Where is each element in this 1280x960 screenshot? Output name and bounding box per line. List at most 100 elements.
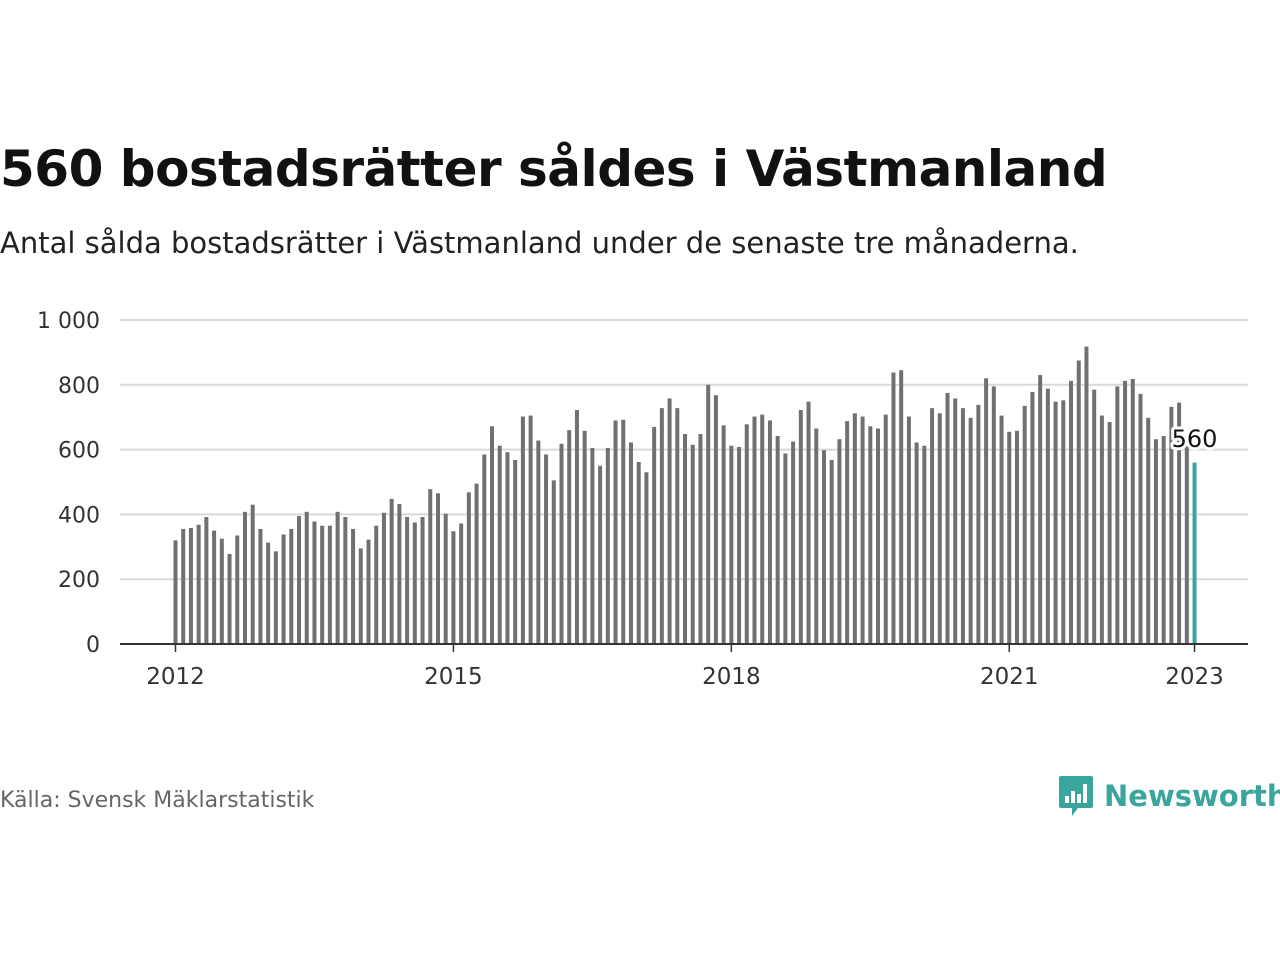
bar [250,504,255,644]
bar [1022,405,1027,644]
bar [451,531,456,644]
bar [729,445,734,644]
bar [845,421,850,644]
bar [590,447,595,644]
bar [945,392,950,644]
bars [173,346,1197,644]
y-tick-label: 800 [58,374,100,399]
bar [690,444,695,644]
bar [459,523,464,644]
bar [960,408,965,644]
bar [806,401,811,644]
bar-chart-speech-bubble-icon [1059,776,1093,816]
bar [173,540,178,644]
brand-name: Newsworthy [1104,779,1280,813]
bar [829,459,834,644]
highlight-bar [1192,462,1197,644]
bar [219,538,224,644]
x-tick-label: 2018 [702,664,761,690]
bar [227,553,232,644]
bar [435,493,440,644]
bar [1061,400,1066,644]
bar [443,513,448,644]
bar [1115,386,1120,644]
x-tick-label: 2012 [146,664,205,690]
x-tick-label: 2023 [1165,664,1224,690]
bar [289,528,294,644]
bar [358,548,363,644]
bar [312,521,317,644]
bar [783,453,788,644]
bar [605,447,610,644]
bar [976,404,981,644]
bar [335,511,340,644]
axis-labels: 0 200 400 600 800 1 000 2012 2015 2018 2021 2023 [37,309,1224,690]
bar [482,454,487,644]
bar [814,428,819,644]
bar [266,542,271,644]
bar [953,398,958,644]
bar [652,426,657,644]
highlight-value-label: 560 [1172,425,1218,453]
bar [1153,439,1158,644]
bar [1099,415,1104,644]
bar [582,430,587,644]
bar [644,472,649,644]
bar [667,398,672,644]
bar [366,539,371,644]
bar [1146,417,1151,644]
bar [551,480,556,644]
bar [737,447,742,644]
chart-title: 560 bostadsrätter såldes i Västmanland [0,140,1108,198]
bar [613,420,618,644]
bar [675,408,680,644]
bar [999,415,1004,644]
bar [412,522,417,644]
bar [559,443,564,644]
bar [536,440,541,644]
bar [181,528,186,644]
bar [474,483,479,644]
bar [1123,380,1128,644]
bar [1069,380,1074,644]
bar [242,511,247,644]
bar [767,420,772,644]
bar [744,424,749,644]
bar [405,516,410,644]
bar [876,428,881,644]
y-tick-label: 1 000 [37,309,100,334]
bar [852,413,857,644]
bar [343,516,348,644]
bar [1084,346,1089,644]
bar [258,528,263,644]
bar [520,416,525,644]
bar [868,426,873,644]
bar [706,384,711,644]
bar [196,524,201,644]
bar [466,492,471,644]
bar [713,395,718,644]
bar [628,442,633,644]
bar [721,425,726,644]
bar [273,551,278,644]
bar [1076,360,1081,644]
y-tick-label: 400 [58,503,100,528]
bar [281,534,286,644]
bar [374,525,379,644]
bar [984,378,989,644]
bar [1053,401,1058,644]
bar-chart: 0 200 400 600 800 1 000 2012 2015 2018 2021 2023 5… [37,309,1248,690]
bar [752,416,757,644]
bar [906,416,911,644]
chart-subtitle: Antal sålda bostadsrätter i Västmanland … [0,226,1079,260]
x-ticks [174,644,1196,652]
bar [991,386,996,644]
bar [791,441,796,644]
bar [505,452,510,644]
bar [775,435,780,644]
newsworthy-logo[interactable]: Newsworthy [1058,772,1280,820]
bar [428,489,433,644]
x-tick-label: 2015 [424,664,483,690]
y-tick-label: 600 [58,439,100,464]
bar [922,445,927,644]
